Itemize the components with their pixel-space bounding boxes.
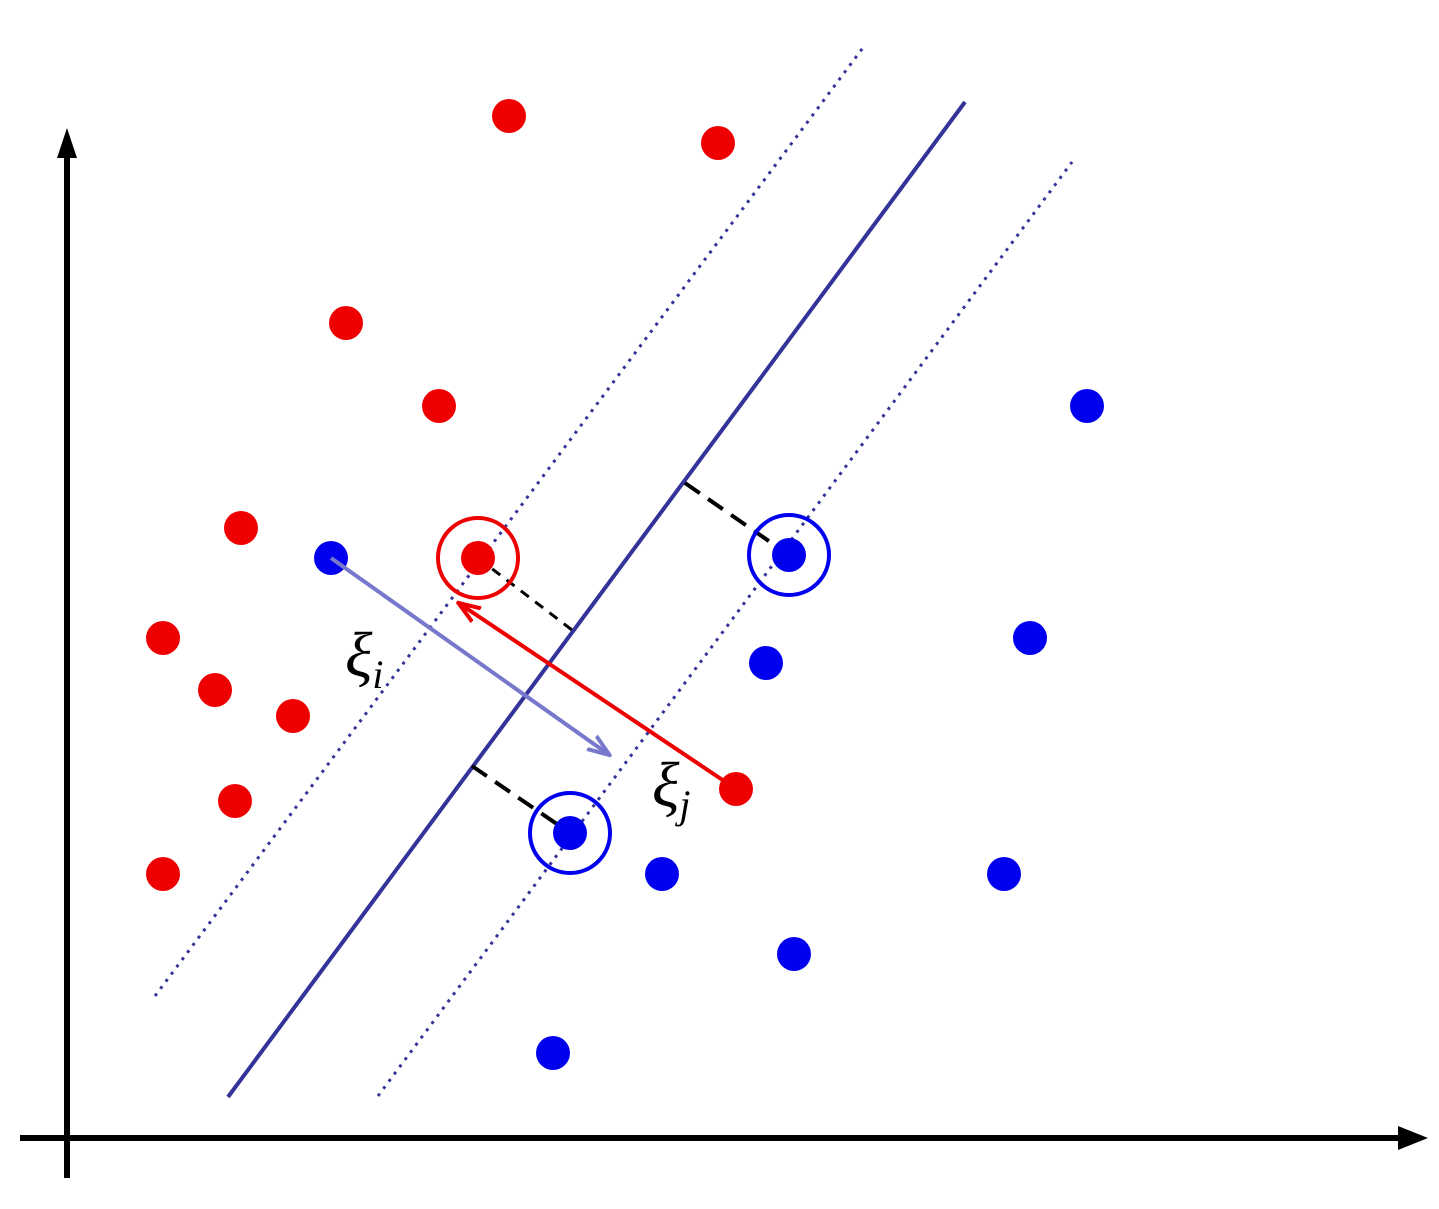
- distance: [683, 481, 791, 557]
- red-point: [276, 699, 310, 733]
- y-axis-arrow: [57, 128, 77, 158]
- subscript: i: [372, 652, 383, 697]
- red-point: [198, 673, 232, 707]
- support-vector-ring: [436, 516, 520, 600]
- red-point: [461, 541, 495, 575]
- blue-point: [772, 538, 806, 572]
- margin-lower: [376, 161, 1074, 1097]
- support-vector-ring: [528, 791, 612, 875]
- hyperplane: [226, 100, 967, 1099]
- red-point: [422, 389, 456, 423]
- blue-point: [749, 646, 783, 680]
- subscript: j: [674, 782, 690, 827]
- red-point: [224, 511, 258, 545]
- blue-point: [553, 816, 587, 850]
- x-axis-arrow: [1398, 1126, 1428, 1150]
- xi-j-label: ξj: [652, 749, 691, 827]
- red-point: [146, 857, 180, 891]
- blue-point: [777, 937, 811, 971]
- xi-i-label: ξi: [345, 619, 384, 697]
- blue-point: [987, 857, 1021, 891]
- blue-points: [314, 389, 1104, 1070]
- blue-point: [1070, 389, 1104, 423]
- red-point: [492, 99, 526, 133]
- red-point: [146, 621, 180, 655]
- red-point: [218, 784, 252, 818]
- distance: [477, 556, 573, 632]
- red-point: [329, 306, 363, 340]
- margin-upper: [153, 44, 867, 997]
- blue-point: [1013, 621, 1047, 655]
- red-point: [701, 126, 735, 160]
- blue-point: [536, 1036, 570, 1070]
- blue-point: [645, 857, 679, 891]
- slack-arrow-j: [460, 604, 738, 791]
- slack-arrow-i: [329, 556, 608, 754]
- support-vector-ring: [747, 513, 831, 597]
- distance: [470, 764, 572, 835]
- symbol: ξ: [345, 619, 373, 690]
- symbol: ξ: [652, 749, 680, 820]
